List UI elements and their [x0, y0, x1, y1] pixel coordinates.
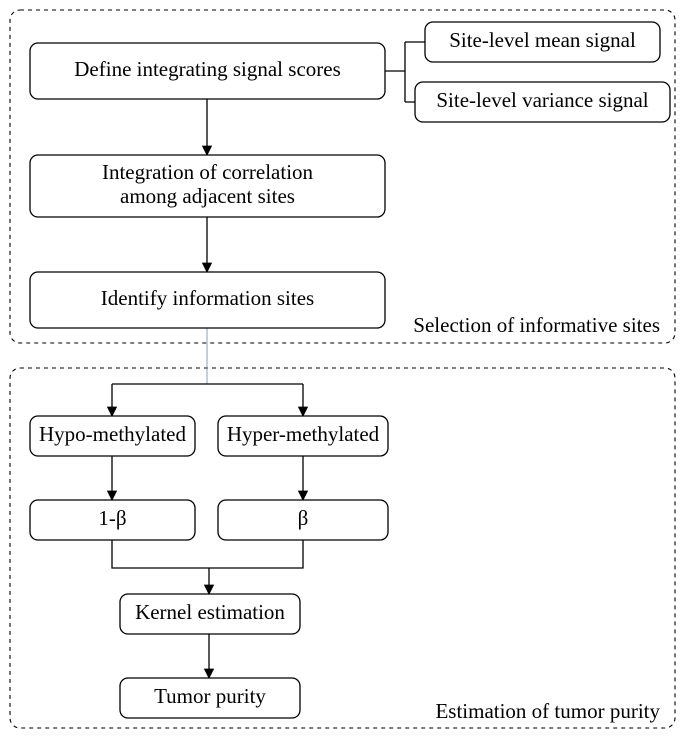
node-variance-label-0: Site-level variance signal	[436, 88, 648, 112]
node-mean: Site-level mean signal	[425, 22, 660, 62]
node-beta-label-0: β	[298, 506, 309, 530]
node-kernel: Kernel estimation	[120, 594, 300, 634]
node-define-label-0: Define integrating signal scores	[74, 57, 341, 81]
node-hypo: Hypo-methylated	[30, 416, 195, 456]
node-identify: Identify information sites	[30, 272, 385, 328]
node-kernel-label-0: Kernel estimation	[135, 600, 285, 624]
panel-top-label: Selection of informative sites	[413, 313, 660, 337]
node-tumor: Tumor purity	[120, 678, 300, 718]
node-hyper: Hyper-methylated	[218, 416, 388, 456]
node-oneminus-label-0: 1-β	[98, 506, 126, 530]
node-tumor-label-0: Tumor purity	[154, 684, 266, 708]
node-beta: β	[218, 500, 388, 540]
node-integration-label-0: Integration of correlation	[102, 160, 314, 184]
node-integration: Integration of correlationamong adjacent…	[30, 155, 385, 217]
node-variance: Site-level variance signal	[415, 82, 670, 122]
node-integration-label-1: among adjacent sites	[120, 184, 295, 208]
merge-bar	[112, 540, 303, 568]
node-hypo-label-0: Hypo-methylated	[39, 422, 186, 446]
node-define: Define integrating signal scores	[30, 43, 385, 99]
node-mean-label-0: Site-level mean signal	[449, 28, 636, 52]
node-hyper-label-0: Hyper-methylated	[227, 422, 380, 446]
node-identify-label-0: Identify information sites	[101, 286, 314, 310]
node-oneminus: 1-β	[30, 500, 195, 540]
panel-bottom-label: Estimation of tumor purity	[435, 699, 660, 723]
